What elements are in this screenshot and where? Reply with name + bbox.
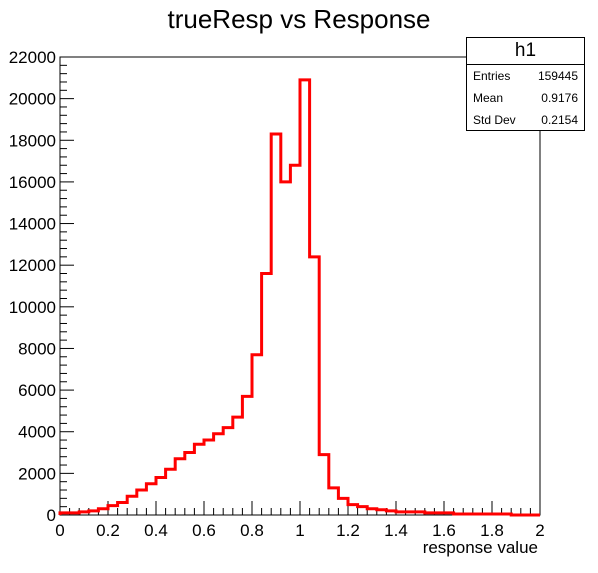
stats-label: Mean xyxy=(473,91,504,105)
x-tick-label: 1.4 xyxy=(384,521,408,540)
stats-label: Std Dev xyxy=(473,113,516,127)
histogram-bin xyxy=(185,453,195,515)
y-tick-label: 22000 xyxy=(9,48,56,67)
histogram-bin xyxy=(137,490,147,515)
histogram-bin xyxy=(271,134,281,515)
x-tick-label: 1.8 xyxy=(480,521,504,540)
histogram-bin xyxy=(338,498,348,515)
histogram-bin xyxy=(98,509,108,515)
stats-box: h1 Entries 159445 Mean 0.9176 Std Dev 0.… xyxy=(466,37,585,131)
histogram-bin xyxy=(358,507,368,515)
y-tick-label: 18000 xyxy=(9,131,56,150)
stats-row-stddev: Std Dev 0.2154 xyxy=(467,109,584,131)
histogram-bin xyxy=(252,355,262,515)
histogram-bin xyxy=(454,514,464,515)
histogram-bin xyxy=(348,505,358,515)
histogram-bin xyxy=(444,513,454,515)
histogram-bin xyxy=(300,80,310,515)
x-tick-label: 1 xyxy=(295,521,304,540)
x-axis-label: response value xyxy=(422,538,538,557)
histogram-bin xyxy=(89,511,99,515)
chart-title: trueResp vs Response xyxy=(167,4,431,34)
histogram-bin xyxy=(223,428,233,515)
histogram-bin xyxy=(367,509,377,515)
histogram-bin xyxy=(204,440,214,515)
histogram-bin xyxy=(463,514,473,515)
histogram-bin xyxy=(396,512,406,515)
y-tick-label: 20000 xyxy=(9,90,56,109)
x-tick-label: 0.4 xyxy=(144,521,168,540)
histogram-bin xyxy=(127,496,137,515)
histogram-bin xyxy=(473,514,483,515)
histogram-bin xyxy=(214,434,224,515)
histogram-bin xyxy=(146,484,156,515)
y-tick-label: 12000 xyxy=(9,256,56,275)
x-tick-label: 0 xyxy=(55,521,64,540)
x-tick-label: 0.8 xyxy=(240,521,264,540)
histogram-line xyxy=(58,78,540,517)
y-tick-label: 0 xyxy=(47,506,56,525)
stats-label: Entries xyxy=(473,69,511,83)
stats-row-entries: Entries 159445 xyxy=(467,65,584,87)
stats-box-title: h1 xyxy=(467,38,584,65)
histogram-bin xyxy=(79,512,89,515)
histogram-bin xyxy=(415,512,425,515)
histogram-bin xyxy=(166,469,176,515)
x-tick-label: 0.2 xyxy=(96,521,120,540)
histogram-bin xyxy=(194,444,204,515)
histogram-bin xyxy=(329,488,339,515)
x-tick-label: 1.2 xyxy=(336,521,360,540)
histogram-bin xyxy=(386,511,396,515)
histogram-bin xyxy=(434,513,444,515)
histogram-bin xyxy=(310,257,320,515)
y-tick-label: 14000 xyxy=(9,215,56,234)
histogram-bin xyxy=(108,506,118,515)
histogram-bin xyxy=(262,274,272,515)
y-tick-label: 8000 xyxy=(18,339,56,358)
histogram-bin xyxy=(70,513,80,515)
y-tick-label: 16000 xyxy=(9,173,56,192)
stats-row-mean: Mean 0.9176 xyxy=(467,87,584,109)
x-tick-label: 1.6 xyxy=(432,521,456,540)
histogram-bin xyxy=(406,512,416,515)
histogram-bin xyxy=(425,513,435,515)
histogram-bin xyxy=(502,514,512,515)
histogram-bin xyxy=(242,396,252,515)
histogram-bin xyxy=(175,459,185,515)
x-tick-label: 0.6 xyxy=(192,521,216,540)
histogram-bin xyxy=(281,182,291,515)
histogram-bin xyxy=(60,513,70,515)
histogram-bin xyxy=(118,503,128,515)
y-tick-label: 2000 xyxy=(18,464,56,483)
y-tick-label: 10000 xyxy=(9,298,56,317)
stats-value: 0.2154 xyxy=(541,113,578,127)
stats-value: 0.9176 xyxy=(541,91,578,105)
y-tick-label: 6000 xyxy=(18,381,56,400)
stats-value: 159445 xyxy=(537,69,578,83)
histogram-bin xyxy=(156,478,166,515)
histogram-bin xyxy=(233,417,243,515)
histogram-bin xyxy=(482,514,492,515)
histogram-bin xyxy=(492,514,502,515)
histogram-bin xyxy=(319,455,329,515)
histogram-bin xyxy=(290,165,300,515)
histogram-bin xyxy=(377,510,387,515)
x-tick-label: 2 xyxy=(535,521,544,540)
y-tick-label: 4000 xyxy=(18,423,56,442)
